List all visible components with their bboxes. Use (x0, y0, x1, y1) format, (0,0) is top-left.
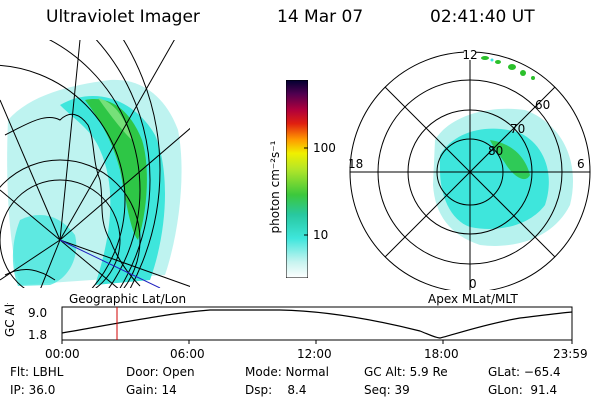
time-label: 02:41:40 UT (430, 7, 535, 27)
x-tick-0600: 06:00 (170, 347, 205, 361)
colorbar-tick-100: 100 (313, 141, 336, 155)
apex-panel-label: Apex MLat/MLT (428, 292, 518, 306)
meridian-lines (0, 40, 190, 288)
apex-emission-cyan (440, 128, 549, 229)
info-mode: Mode: Normal (245, 365, 329, 379)
y-tick-high: 9.0 (28, 306, 47, 320)
info-gain: Gain: 14 (126, 383, 177, 397)
info-geo-lon: GLon: 91.4 (488, 383, 558, 397)
geo-panel-label: Geographic Lat/Lon (69, 292, 187, 306)
mlt-label-left: 18 (348, 157, 363, 171)
lat-ring-60: 60 (535, 98, 550, 112)
y-axis-label: GC Alt (3, 303, 17, 337)
latitude-arcs (0, 40, 161, 288)
colorbar-tick-10: 10 (313, 228, 329, 242)
instrument-title: Ultraviolet Imager (46, 7, 200, 27)
geographic-map-panel (0, 40, 190, 288)
date-label: 14 Mar 07 (277, 7, 364, 27)
x-tick-1200: 12:00 (297, 347, 332, 361)
altitude-curve (61, 309, 573, 339)
x-tick-1800: 18:00 (424, 347, 459, 361)
x-axis-ticks (61, 340, 573, 344)
info-dsp: Dsp: 8.4 (245, 383, 307, 397)
info-geo-lat: GLat: −65.4 (488, 365, 561, 379)
x-tick-2359: 23:59 (553, 347, 588, 361)
info-filter: Flt: LBHL (10, 365, 64, 379)
apex-emission-dots (481, 56, 535, 80)
lat-ring-80: 80 (488, 144, 503, 158)
y-tick-low: 1.8 (28, 328, 47, 342)
x-tick-0000: 00:00 (45, 347, 80, 361)
mlt-label-right: 6 (577, 157, 585, 171)
colorbar (286, 80, 308, 278)
info-gc-altitude: GC Alt: 5.9 Re (364, 365, 448, 379)
info-ip: IP: 36.0 (10, 383, 56, 397)
mlt-label-bottom: 0 (469, 277, 477, 290)
apex-polar-plot: 12 18 6 0 60 70 80 (348, 48, 591, 290)
info-sequence: Seq: 39 (364, 383, 410, 397)
mlt-label-top: 12 (462, 48, 477, 62)
altitude-timeline-plot: GC Alt 9.0 1.8 (3, 303, 573, 344)
coastline (4, 113, 141, 287)
colorbar-unit-label: photon cm⁻²s⁻¹ (268, 140, 282, 234)
lat-ring-70: 70 (510, 122, 525, 136)
info-door: Door: Open (126, 365, 195, 379)
